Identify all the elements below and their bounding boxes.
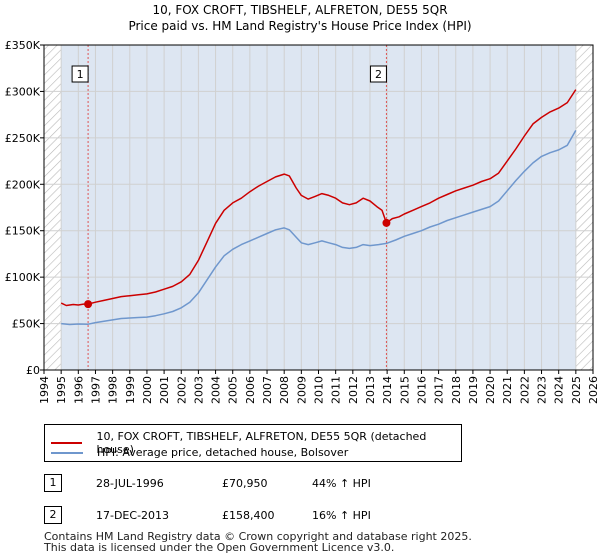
transaction-row: 2 17-DEC-2013 £158,400 16% ↑ HPI [44, 506, 444, 526]
legend-entry-hpi: HPI: Average price, detached house, Bols… [51, 446, 348, 459]
x-tick-label: 2002 [175, 376, 188, 404]
x-tick-label: 2004 [210, 376, 223, 404]
x-tick-label: 2021 [501, 376, 514, 404]
x-tick-label: 2023 [536, 376, 549, 404]
x-tick-label: 1995 [55, 376, 68, 404]
transaction-label: 1 [77, 68, 84, 81]
x-tick-label: 1999 [124, 376, 137, 404]
x-tick-label: 2005 [227, 376, 240, 404]
x-tick-label: 1994 [38, 376, 51, 404]
legend-entry-property: 10, FOX CROFT, TIBSHELF, ALFRETON, DE55 … [51, 430, 461, 456]
hatched-period [44, 45, 62, 370]
sale-point [382, 218, 391, 227]
hpi-line [61, 130, 577, 326]
x-tick-label: 2017 [433, 376, 446, 404]
y-tick-label: £0 [26, 364, 40, 377]
x-tick-label: 2006 [244, 376, 257, 404]
x-tick-label: 1998 [107, 376, 120, 404]
footer-copyright: Contains HM Land Registry data © Crown c… [44, 530, 472, 543]
x-tick-label: 2020 [484, 376, 497, 404]
x-tick-label: 1996 [72, 376, 85, 404]
transaction-number-badge: 1 [44, 474, 62, 492]
x-tick-label: 2024 [553, 376, 566, 404]
footer-attribution: Contains HM Land Registry data © Crown c… [44, 531, 472, 553]
x-tick-label: 2012 [347, 376, 360, 404]
transaction-number-badge: 2 [44, 506, 62, 524]
x-tick-label: 2000 [141, 376, 154, 404]
y-tick-label: £100K [5, 271, 41, 284]
chart-subtitle: Price paid vs. HM Land Registry's House … [128, 19, 472, 33]
x-tick-label: 2013 [364, 376, 377, 404]
x-tick-label: 2022 [518, 376, 531, 404]
chart-legend: 10, FOX CROFT, TIBSHELF, ALFRETON, DE55 … [44, 424, 462, 462]
transaction-date: 17-DEC-2013 [96, 509, 170, 522]
transaction-label: 2 [375, 68, 382, 81]
x-tick-label: 2026 [587, 376, 600, 404]
y-tick-label: £50K [12, 318, 41, 331]
footer-licence: This data is licensed under the Open Gov… [44, 541, 395, 554]
x-tick-label: 2025 [570, 376, 583, 404]
legend-label-hpi: HPI: Average price, detached house, Bols… [97, 446, 349, 459]
transaction-label-box [369, 65, 387, 83]
x-tick-label: 2001 [158, 376, 171, 404]
sale-point [84, 300, 93, 309]
y-tick-label: £350K [5, 39, 41, 52]
property-price-line [60, 89, 577, 307]
transaction-label-box [71, 65, 89, 83]
x-tick-label: 2018 [450, 376, 463, 404]
legend-swatch-property [51, 442, 83, 444]
legend-label-property: 10, FOX CROFT, TIBSHELF, ALFRETON, DE55 … [96, 430, 427, 456]
transaction-row: 1 28-JUL-1996 £70,950 44% ↑ HPI [44, 474, 444, 494]
x-tick-label: 1997 [89, 376, 102, 404]
price-chart: 1 2 £0 £50K £100K £150K £200K £250K £300K £350K 19… [5, 39, 600, 404]
x-tick-label: 2008 [278, 376, 291, 404]
transaction-price: £158,400 [222, 509, 275, 522]
x-tick-label: 2009 [295, 376, 308, 404]
x-tick-label: 2007 [261, 376, 274, 404]
transaction-hpi-change: 16% ↑ HPI [312, 509, 371, 522]
transaction-hpi-change: 44% ↑ HPI [312, 477, 371, 490]
y-tick-label: £150K [5, 225, 41, 238]
x-tick-label: 2010 [313, 376, 326, 404]
y-tick-label: £250K [5, 132, 41, 145]
y-tick-label: £200K [5, 178, 41, 191]
chart-title-address: 10, FOX CROFT, TIBSHELF, ALFRETON, DE55 … [152, 3, 448, 17]
x-tick-label: 2003 [192, 376, 205, 404]
transaction-date: 28-JUL-1996 [96, 477, 164, 490]
y-tick-label: £300K [5, 85, 41, 98]
x-tick-label: 2019 [467, 376, 480, 404]
legend-swatch-hpi [51, 451, 83, 454]
x-tick-label: 2011 [330, 376, 343, 404]
x-tick-label: 2015 [398, 376, 411, 404]
hatched-period [575, 45, 593, 370]
transaction-price: £70,950 [222, 477, 268, 490]
x-tick-label: 2014 [381, 376, 394, 404]
x-tick-label: 2016 [415, 376, 428, 404]
